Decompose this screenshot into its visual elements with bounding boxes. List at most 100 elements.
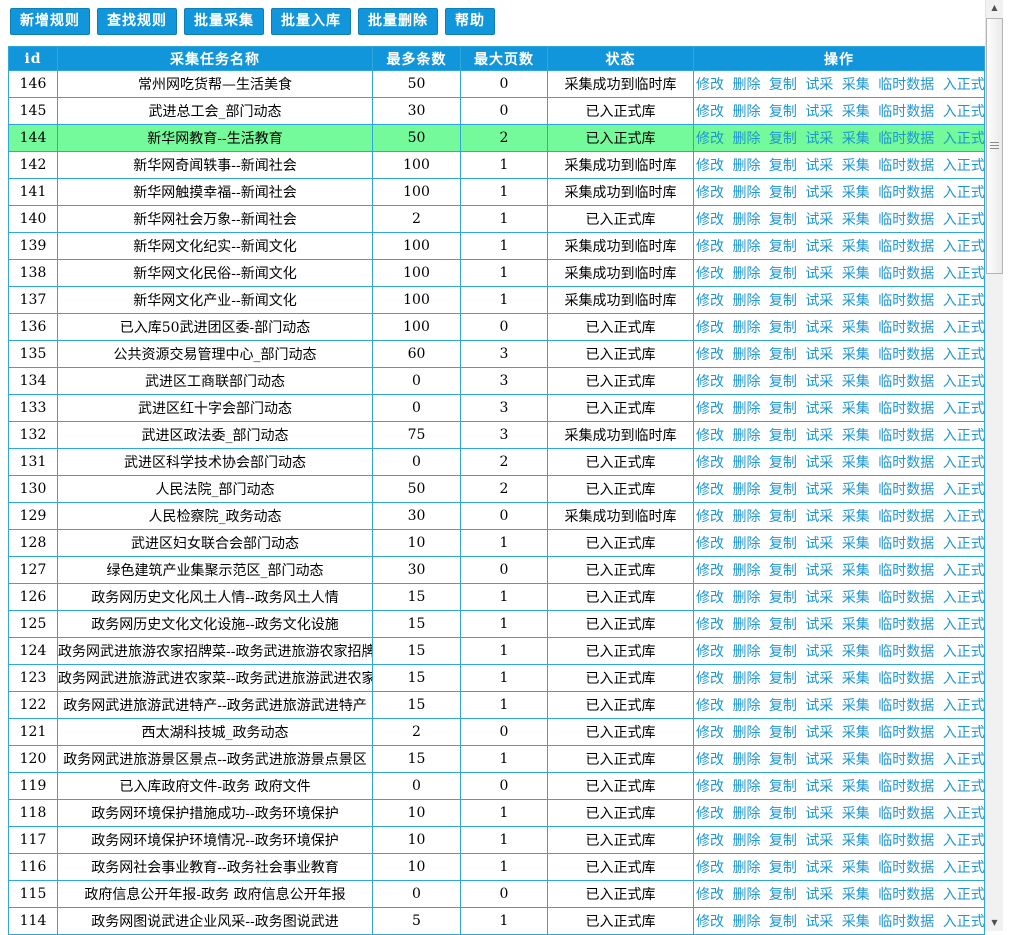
trial-collect-link[interactable]: 试采 [805, 617, 834, 633]
into-formal-db-link[interactable]: 入正式库 [942, 212, 985, 228]
into-formal-db-link[interactable]: 入正式库 [942, 77, 985, 93]
delete-link[interactable]: 删除 [732, 725, 761, 741]
modify-link[interactable]: 修改 [696, 428, 724, 444]
temp-data-link[interactable]: 临时数据 [878, 104, 935, 120]
trial-collect-link[interactable]: 试采 [805, 887, 834, 903]
modify-link[interactable]: 修改 [696, 509, 724, 525]
into-formal-db-link[interactable]: 入正式库 [942, 806, 985, 822]
copy-link[interactable]: 复制 [768, 860, 797, 876]
collect-link[interactable]: 采集 [841, 671, 870, 687]
into-formal-db-link[interactable]: 入正式库 [942, 617, 985, 633]
collect-link[interactable]: 采集 [841, 509, 870, 525]
copy-link[interactable]: 复制 [768, 158, 797, 174]
temp-data-link[interactable]: 临时数据 [878, 131, 935, 147]
delete-link[interactable]: 删除 [732, 428, 761, 444]
collect-link[interactable]: 采集 [841, 428, 870, 444]
collect-link[interactable]: 采集 [841, 347, 870, 363]
into-formal-db-link[interactable]: 入正式库 [942, 563, 985, 579]
trial-collect-link[interactable]: 试采 [805, 482, 834, 498]
temp-data-link[interactable]: 临时数据 [878, 698, 935, 714]
temp-data-link[interactable]: 临时数据 [878, 374, 935, 390]
copy-link[interactable]: 复制 [768, 320, 797, 336]
batch-import-button[interactable]: 批量入库 [271, 8, 351, 35]
modify-link[interactable]: 修改 [696, 320, 724, 336]
delete-link[interactable]: 删除 [732, 347, 761, 363]
copy-link[interactable]: 复制 [768, 833, 797, 849]
delete-link[interactable]: 删除 [732, 698, 761, 714]
copy-link[interactable]: 复制 [768, 131, 797, 147]
collect-link[interactable]: 采集 [841, 698, 870, 714]
trial-collect-link[interactable]: 试采 [805, 185, 834, 201]
copy-link[interactable]: 复制 [768, 617, 797, 633]
copy-link[interactable]: 复制 [768, 293, 797, 309]
trial-collect-link[interactable]: 试采 [805, 698, 834, 714]
trial-collect-link[interactable]: 试采 [805, 590, 834, 606]
copy-link[interactable]: 复制 [768, 806, 797, 822]
temp-data-link[interactable]: 临时数据 [878, 185, 935, 201]
modify-link[interactable]: 修改 [696, 212, 724, 228]
modify-link[interactable]: 修改 [696, 131, 724, 147]
modify-link[interactable]: 修改 [696, 806, 724, 822]
trial-collect-link[interactable]: 试采 [805, 77, 834, 93]
trial-collect-link[interactable]: 试采 [805, 320, 834, 336]
delete-link[interactable]: 删除 [732, 158, 761, 174]
delete-link[interactable]: 删除 [732, 482, 761, 498]
delete-link[interactable]: 删除 [732, 860, 761, 876]
delete-link[interactable]: 删除 [732, 752, 761, 768]
collect-link[interactable]: 采集 [841, 644, 870, 660]
copy-link[interactable]: 复制 [768, 401, 797, 417]
temp-data-link[interactable]: 临时数据 [878, 644, 935, 660]
temp-data-link[interactable]: 临时数据 [878, 239, 935, 255]
trial-collect-link[interactable]: 试采 [805, 104, 834, 120]
collect-link[interactable]: 采集 [841, 320, 870, 336]
copy-link[interactable]: 复制 [768, 779, 797, 795]
new-rule-button[interactable]: 新增规则 [10, 8, 90, 35]
trial-collect-link[interactable]: 试采 [805, 860, 834, 876]
modify-link[interactable]: 修改 [696, 104, 724, 120]
into-formal-db-link[interactable]: 入正式库 [942, 347, 985, 363]
delete-link[interactable]: 删除 [732, 293, 761, 309]
collect-link[interactable]: 采集 [841, 725, 870, 741]
copy-link[interactable]: 复制 [768, 752, 797, 768]
temp-data-link[interactable]: 临时数据 [878, 320, 935, 336]
delete-link[interactable]: 删除 [732, 185, 761, 201]
trial-collect-link[interactable]: 试采 [805, 779, 834, 795]
collect-link[interactable]: 采集 [841, 563, 870, 579]
find-rule-button[interactable]: 查找规则 [97, 8, 177, 35]
collect-link[interactable]: 采集 [841, 914, 870, 930]
trial-collect-link[interactable]: 试采 [805, 563, 834, 579]
modify-link[interactable]: 修改 [696, 860, 724, 876]
scroll-down-arrow-icon[interactable]: ▼ [986, 915, 1003, 931]
into-formal-db-link[interactable]: 入正式库 [942, 104, 985, 120]
collect-link[interactable]: 采集 [841, 482, 870, 498]
copy-link[interactable]: 复制 [768, 77, 797, 93]
delete-link[interactable]: 删除 [732, 374, 761, 390]
into-formal-db-link[interactable]: 入正式库 [942, 671, 985, 687]
copy-link[interactable]: 复制 [768, 536, 797, 552]
collect-link[interactable]: 采集 [841, 833, 870, 849]
collect-link[interactable]: 采集 [841, 590, 870, 606]
scroll-up-arrow-icon[interactable]: ▲ [986, 0, 1003, 16]
into-formal-db-link[interactable]: 入正式库 [942, 725, 985, 741]
collect-link[interactable]: 采集 [841, 212, 870, 228]
copy-link[interactable]: 复制 [768, 185, 797, 201]
delete-link[interactable]: 删除 [732, 536, 761, 552]
collect-link[interactable]: 采集 [841, 374, 870, 390]
delete-link[interactable]: 删除 [732, 212, 761, 228]
collect-link[interactable]: 采集 [841, 779, 870, 795]
copy-link[interactable]: 复制 [768, 374, 797, 390]
delete-link[interactable]: 删除 [732, 239, 761, 255]
temp-data-link[interactable]: 临时数据 [878, 293, 935, 309]
temp-data-link[interactable]: 临时数据 [878, 860, 935, 876]
temp-data-link[interactable]: 临时数据 [878, 563, 935, 579]
copy-link[interactable]: 复制 [768, 644, 797, 660]
into-formal-db-link[interactable]: 入正式库 [942, 320, 985, 336]
copy-link[interactable]: 复制 [768, 212, 797, 228]
delete-link[interactable]: 删除 [732, 563, 761, 579]
modify-link[interactable]: 修改 [696, 644, 724, 660]
trial-collect-link[interactable]: 试采 [805, 401, 834, 417]
collect-link[interactable]: 采集 [841, 239, 870, 255]
copy-link[interactable]: 复制 [768, 104, 797, 120]
delete-link[interactable]: 删除 [732, 401, 761, 417]
delete-link[interactable]: 删除 [732, 104, 761, 120]
